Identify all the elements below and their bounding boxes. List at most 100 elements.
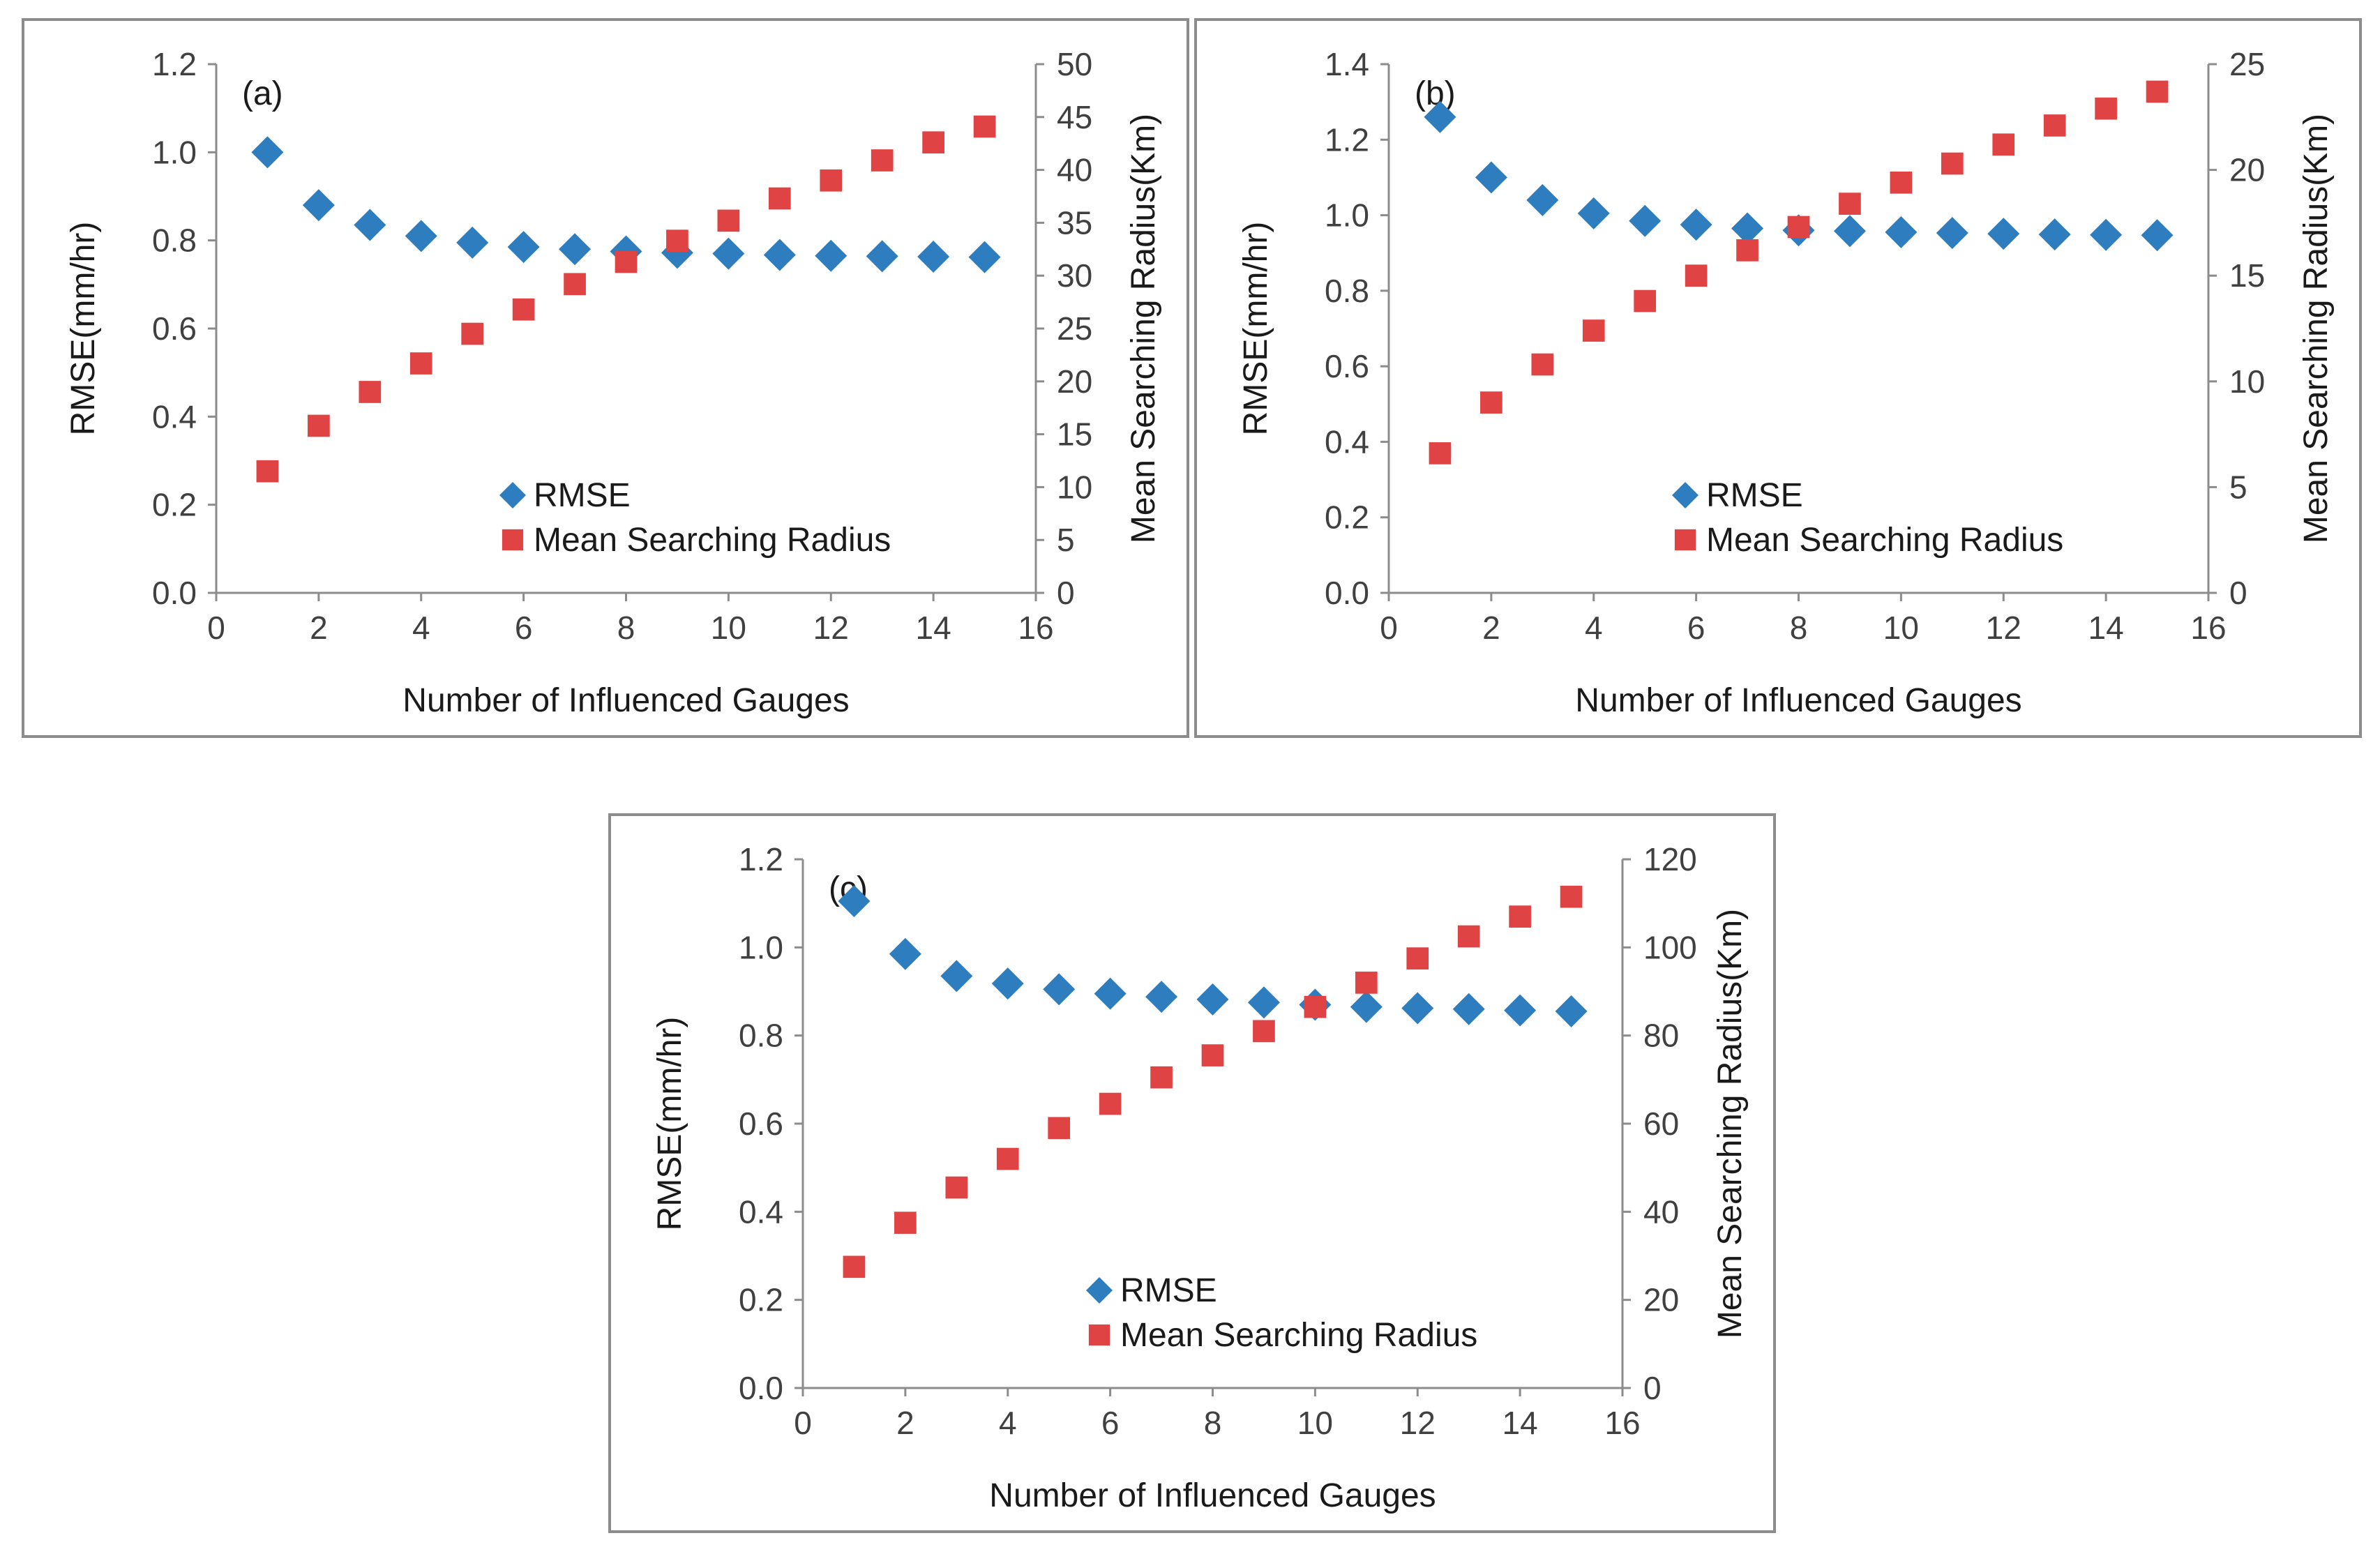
chart-a-y-tick-label: 1.2 (152, 46, 197, 82)
chart-c-rmse-point (1196, 983, 1229, 1016)
chart-a-y2-tick-label: 5 (1057, 522, 1075, 558)
chart-b-radius-point (1787, 216, 1810, 239)
chart-b-rmse-point (1731, 212, 1764, 245)
chart-a-radius-point (871, 149, 894, 172)
chart-b-radius-point (1531, 353, 1554, 376)
chart-b-x-tick-label: 16 (2190, 610, 2226, 646)
chart-a-x-tick-label: 10 (711, 610, 746, 646)
chart-b-radius-point (1992, 133, 2015, 156)
chart-a-x-tick-label: 0 (207, 610, 225, 646)
chart-a-x-axis-title: Number of Influenced Gauges (402, 682, 849, 719)
chart-c-rmse-point (1555, 995, 1588, 1027)
chart-c-y-axis-title: RMSE(mm/hr) (652, 1017, 688, 1231)
chart-a-rmse-point (354, 209, 386, 241)
chart-a-legend-radius-label: Mean Searching Radius (534, 522, 891, 559)
chart-b-radius-point (1429, 442, 1452, 465)
chart-b-radius-point (1736, 239, 1758, 262)
chart-a-rmse-point (559, 233, 592, 266)
chart-a-radius-point (973, 115, 996, 138)
chart-a-x-tick-label: 12 (813, 610, 849, 646)
chart-b-rmse-point (1629, 204, 1662, 237)
chart-a-y2-tick-label: 35 (1057, 204, 1092, 241)
chart-c-radius-point (945, 1176, 968, 1199)
chart-c-radius-point (1457, 925, 1480, 948)
chart-c-y-tick-label: 0.0 (739, 1370, 783, 1406)
chart-b-y2-tick-label: 0 (2229, 575, 2247, 611)
chart-a-y-tick-label: 0.6 (152, 310, 197, 347)
chart-a-y-tick-label: 0.4 (152, 398, 197, 435)
chart-c-rmse-point (1043, 973, 1076, 1006)
chart-a-x-tick-label: 8 (617, 610, 635, 646)
chart-c-rmse-point (1350, 990, 1383, 1023)
chart-b-radius-point (1582, 319, 1605, 342)
chart-c-radius-point (1253, 1020, 1275, 1043)
chart-a-rmse-point (712, 237, 745, 270)
chart-b-radius-point (2146, 80, 2169, 103)
chart-a-panel-label: (a) (242, 75, 283, 112)
chart-a-radius-point (512, 298, 535, 321)
chart-a-radius-point (256, 460, 279, 483)
chart-b-rmse-point (1475, 161, 1507, 194)
chart-c-x-tick-label: 8 (1204, 1405, 1222, 1441)
chart-a-rmse-point (507, 231, 540, 264)
chart-a-radius-point (308, 414, 330, 437)
chart-b-y2-tick-label: 15 (2229, 257, 2265, 294)
chart-c-radius-point (843, 1255, 866, 1278)
chart-c-y2-tick-label: 0 (1643, 1370, 1662, 1406)
chart-a-radius-point (461, 322, 484, 345)
chart-c-radius-point (1406, 947, 1429, 970)
chart-b-y2-tick-label: 25 (2229, 46, 2265, 82)
chart-b-rmse-point (1526, 183, 1559, 216)
chart-c-radius-point (996, 1147, 1019, 1170)
chart-b-x-tick-label: 4 (1585, 610, 1603, 646)
chart-b-x-tick-label: 8 (1790, 610, 1808, 646)
chart-c-rmse-point (940, 960, 973, 993)
chart-b-y-tick-label: 0.4 (1325, 423, 1369, 460)
chart-b-rmse-point (1936, 217, 1968, 250)
chart-c-x-tick-label: 2 (896, 1405, 914, 1441)
chart-b-y-tick-label: 1.0 (1325, 197, 1369, 234)
chart-b-x-tick-label: 12 (1986, 610, 2021, 646)
chart-a-rmse-point (917, 241, 950, 273)
chart-b-y-tick-label: 0.6 (1325, 348, 1369, 384)
chart-c-radius-point (1509, 905, 1531, 928)
chart-a-x-tick-label: 2 (310, 610, 328, 646)
chart-c-y2-tick-label: 120 (1643, 841, 1697, 877)
chart-a-radius-point (768, 187, 791, 210)
chart-a-rmse-point (405, 220, 437, 252)
chart-a-y2-tick-label: 40 (1057, 152, 1092, 188)
chart-c-y-tick-label: 1.2 (739, 841, 783, 877)
chart-c-rmse-point (1401, 992, 1434, 1025)
chart-b-y-tick-label: 1.4 (1325, 46, 1369, 82)
chart-c-rmse-point (1145, 981, 1178, 1013)
chart-c-y-tick-label: 0.6 (739, 1106, 783, 1142)
chart-a-rmse-point (302, 189, 335, 222)
chart-c-x-tick-label: 10 (1297, 1405, 1333, 1441)
chart-c-y-tick-label: 0.8 (739, 1018, 783, 1054)
chart-c-x-tick-label: 0 (794, 1405, 812, 1441)
chart-c-radius-point (894, 1212, 917, 1234)
chart-a-legend-rmse-marker (499, 482, 526, 508)
chart-a-rmse-point (968, 241, 1001, 273)
chart-c-y-tick-label: 0.4 (739, 1193, 783, 1230)
chart-b-y-tick-label: 0.2 (1325, 499, 1369, 536)
chart-b-y-axis-title: RMSE(mm/hr) (1237, 222, 1274, 436)
chart-c-x-tick-label: 6 (1101, 1405, 1120, 1441)
chart-c-radius-point (1150, 1066, 1173, 1089)
chart-b-rmse-point (1577, 197, 1610, 229)
chart-b-radius-point (1839, 193, 1861, 215)
chart-b-legend-rmse-label: RMSE (1706, 477, 1803, 514)
chart-b-rmse-point (1680, 209, 1712, 241)
chart-c-y-tick-label: 1.0 (739, 929, 783, 965)
chart-b-rmse-point (1833, 215, 1866, 248)
chart-a-radius-point (666, 229, 688, 252)
chart-b-radius-point (2095, 97, 2117, 120)
chart-a-y-tick-label: 0.2 (152, 487, 197, 523)
chart-b-y-tick-label: 0.8 (1325, 273, 1369, 309)
chart-a-x-tick-label: 6 (515, 610, 533, 646)
chart-c-rmse-point (889, 937, 921, 970)
chart-c-x-tick-label: 14 (1502, 1405, 1538, 1441)
chart-c-y2-axis-title: Mean Searching Radius(Km) (1712, 909, 1749, 1338)
chart-b-x-axis-title: Number of Influenced Gauges (1575, 682, 2021, 719)
chart-a-y2-tick-label: 30 (1057, 257, 1092, 294)
